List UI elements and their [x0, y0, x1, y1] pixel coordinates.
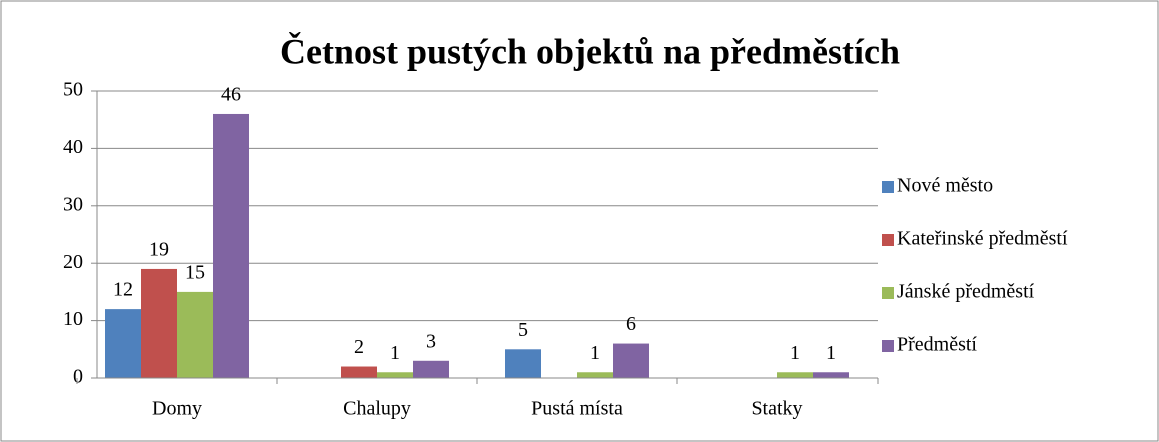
legend-swatch	[882, 181, 894, 193]
legend-label: Jánské předměstí	[897, 281, 1035, 303]
legend-label: Nové město	[897, 175, 993, 197]
bar	[177, 291, 213, 378]
bar	[141, 268, 177, 378]
bar	[505, 349, 541, 378]
data-label: 19	[149, 239, 169, 261]
bar	[577, 372, 613, 378]
bar	[413, 360, 449, 378]
data-label: 3	[426, 330, 436, 352]
bar	[377, 372, 413, 378]
x-tick-label: Chalupy	[343, 398, 411, 420]
data-label: 15	[185, 261, 205, 283]
y-tick-label: 50	[63, 79, 83, 101]
x-tick-label: Statky	[751, 398, 802, 420]
data-label: 1	[590, 342, 600, 364]
bar	[777, 372, 813, 378]
data-label: 1	[790, 342, 800, 364]
chart-title: Četnost pustých objektů na předměstích	[280, 31, 900, 71]
data-label: 12	[113, 279, 133, 301]
bar	[213, 113, 249, 379]
legend-swatch	[882, 234, 894, 246]
y-tick-label: 30	[63, 193, 83, 215]
legend-swatch	[882, 287, 894, 299]
y-tick-label: 10	[63, 308, 83, 330]
bar	[613, 343, 649, 378]
y-tick-label: 0	[73, 366, 83, 388]
data-label: 5	[518, 319, 528, 341]
data-label: 1	[826, 342, 836, 364]
x-tick-label: Pustá místa	[531, 398, 623, 420]
bar	[105, 309, 141, 378]
legend-swatch	[882, 340, 894, 352]
bar	[341, 366, 377, 378]
y-tick-label: 40	[63, 136, 83, 158]
data-label: 1	[390, 342, 400, 364]
x-tick-label: Domy	[152, 398, 202, 420]
legend-label: Předměstí	[897, 334, 977, 356]
data-label: 6	[626, 313, 636, 335]
data-label: 46	[221, 84, 241, 106]
y-tick-label: 20	[63, 251, 83, 273]
bar	[813, 372, 849, 378]
legend-label: Kateřinské předměstí	[897, 228, 1068, 250]
data-label: 2	[354, 336, 364, 358]
